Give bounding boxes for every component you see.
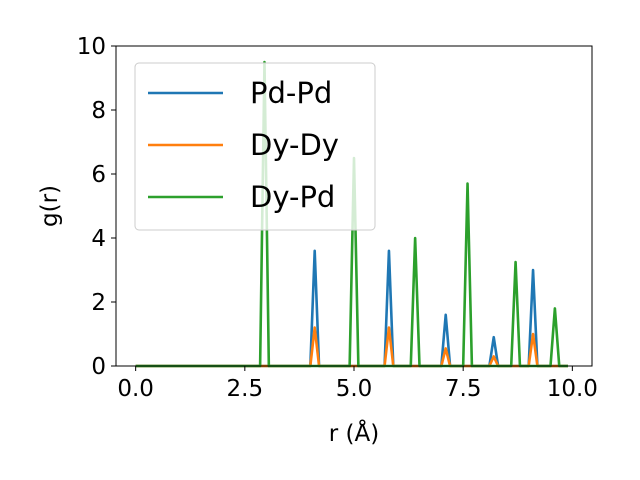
x-tick-label: 5.0 (336, 376, 373, 402)
x-axis-ticks: 0.0 2.5 5.0 7.5 10.0 (117, 366, 598, 402)
legend-label-dy-dy: Dy-Dy (250, 128, 339, 162)
x-tick-label: 0.0 (117, 376, 154, 402)
legend-label-dy-pd: Dy-Pd (250, 180, 335, 214)
y-axis-ticks: 0 2 4 6 8 10 (77, 34, 116, 380)
y-tick-label: 6 (91, 162, 106, 188)
y-tick-label: 2 (91, 290, 106, 316)
x-tick-label: 2.5 (227, 376, 264, 402)
y-tick-label: 10 (77, 34, 106, 60)
legend-box (134, 62, 376, 231)
y-tick-label: 4 (91, 226, 106, 252)
x-tick-label: 10.0 (547, 376, 598, 402)
legend: Pd-Pd Dy-Dy Dy-Pd (134, 62, 376, 231)
y-axis-label: g(r) (37, 185, 63, 227)
x-tick-label: 7.5 (445, 376, 482, 402)
y-tick-label: 0 (91, 354, 106, 380)
series-line-dy-dy (135, 326, 568, 368)
y-tick-label: 8 (91, 98, 106, 124)
x-axis-label: r (Å) (329, 419, 379, 447)
legend-label-pd-pd: Pd-Pd (250, 76, 332, 110)
series-line-pd-pd (135, 249, 568, 368)
